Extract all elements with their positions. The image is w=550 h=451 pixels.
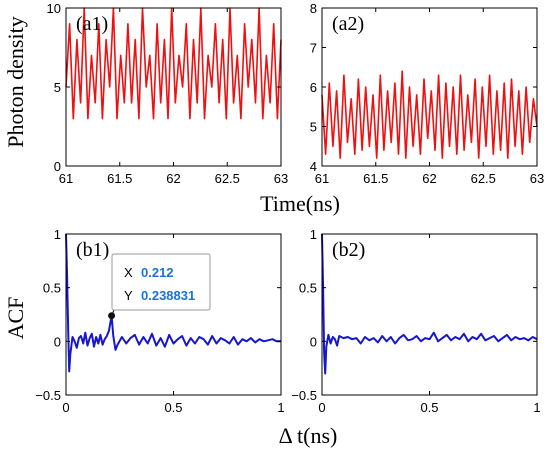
series-line-1 [65,233,281,373]
x-tick-label: 0 [62,400,69,415]
y-tick-label: 0 [54,334,61,349]
x-tick-label: 61.5 [363,171,388,186]
y-tick-label: 5 [310,120,317,135]
panel-label: (b1) [76,239,109,261]
panel-label: (a2) [332,13,364,35]
y-tick-label: 6 [310,80,317,95]
datatip-x-value: 0.212 [141,265,174,280]
y-tick-label: 1 [310,227,317,242]
x-tick-label: 0 [318,400,325,415]
y-tick-label: 1 [54,227,61,242]
x-tick-label: 63 [274,171,288,186]
y-tick-label: 0 [310,334,317,349]
y-tick-label: 0.5 [43,281,61,296]
x-tick-label: 61.5 [107,171,132,186]
x-tick-label: 63 [530,171,544,186]
y-tick-label: 4 [310,159,317,174]
y-tick-label: 0 [54,159,61,174]
panel-label: (b2) [332,239,365,261]
x-tick-label: 61 [59,171,73,186]
panel-b2: 0 0.5 1−0.500.51(b2) [291,227,540,415]
y-tick-label: 5 [54,80,61,95]
series-line-1 [321,70,538,159]
datatip[interactable]: X 0.212 Y 0.238831 [108,253,211,320]
x-tick-label: 1 [277,400,284,415]
x-tick-label: 62.5 [471,171,496,186]
ylabel-acf: ACF [3,297,28,340]
x-tick-label: 61 [315,171,329,186]
panel-a2: 61 61.5 62 62.5 63 4 5 6 7 8 (a2) [310,1,544,186]
y-tick-label: 7 [310,41,317,56]
x-tick-label: 1 [533,400,540,415]
ylabel-photon-density: Photon density [3,16,28,147]
y-tick-label: 8 [310,1,317,16]
x-tick-label: 0.5 [164,400,182,415]
datatip-x-label: X [124,265,133,280]
y-tick-label: −0.5 [291,388,317,403]
x-tick-label: 62 [422,171,436,186]
xlabel-time: Time(ns) [260,191,340,216]
panel-label: (a1) [76,13,108,35]
datatip-box [111,253,211,311]
series-line-1 [65,7,282,120]
series-line-1 [321,233,538,375]
x-tick-label: 62.5 [215,171,240,186]
y-tick-label: −0.5 [35,388,61,403]
x-tick-label: 62 [166,171,180,186]
xlabel-delta-t: Δ t(ns) [279,423,338,448]
datatip-marker [108,312,116,320]
y-tick-label: 10 [47,1,61,16]
x-tick-label: 0.5 [420,400,438,415]
datatip-y-value: 0.238831 [141,288,195,303]
datatip-y-label: Y [124,288,133,303]
y-tick-label: 0.5 [299,281,317,296]
panel-a1: 61 61.5 62 62.5 63 0 5 10 (a1) [47,1,289,186]
